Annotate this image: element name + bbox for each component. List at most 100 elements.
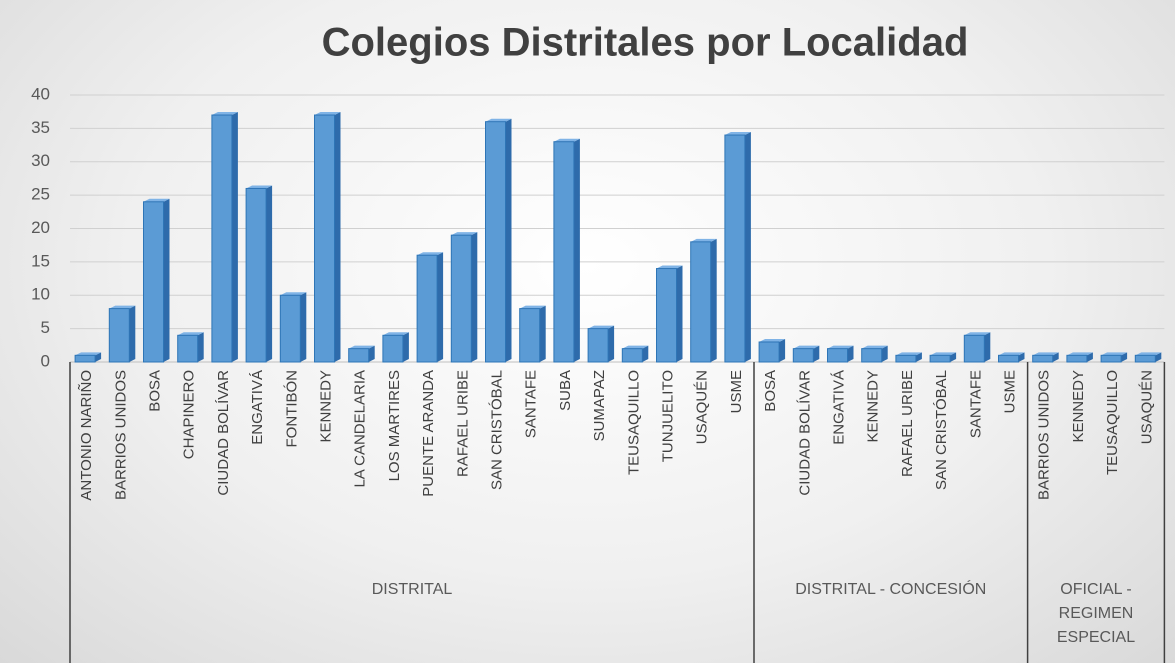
bar-top: [348, 345, 375, 349]
bar-front: [587, 328, 609, 363]
bar-side: [505, 118, 512, 362]
bar-side: [881, 345, 888, 362]
bar: [1134, 352, 1162, 363]
x-tick-label: FONTIBÓN: [283, 370, 300, 448]
bar: [827, 345, 854, 363]
x-tick-label: LOS MARTIRES: [386, 370, 403, 481]
x-tick-label: SUMAPAZ: [591, 370, 608, 441]
bar: [519, 305, 546, 363]
bar-top: [998, 352, 1025, 356]
x-tick-label: ANTONIO NARIÑO: [78, 370, 95, 501]
x-tick-label: TEUSAQUILLO: [625, 370, 642, 475]
bar-front: [1100, 354, 1122, 363]
y-tick-label: 20: [31, 218, 50, 237]
bar-side: [608, 325, 615, 362]
bar-side: [710, 238, 717, 362]
bar-top: [656, 265, 683, 269]
bar-front: [963, 334, 985, 363]
bar-side: [676, 265, 683, 362]
bar-top: [519, 305, 546, 309]
bar-side: [813, 345, 820, 362]
bar-top: [211, 112, 238, 116]
bar-front: [1066, 354, 1088, 363]
bar-side: [334, 112, 341, 363]
bar-side: [1121, 352, 1128, 362]
bar: [724, 132, 751, 363]
bar-side: [231, 112, 238, 363]
bar: [621, 345, 649, 363]
bar-top: [793, 345, 820, 349]
bar: [758, 338, 786, 363]
bar-front: [108, 308, 130, 363]
bar-side: [266, 185, 273, 362]
bar: [895, 352, 922, 363]
bar-front: [758, 341, 780, 363]
y-tick-label: 5: [41, 318, 50, 337]
x-tick-label: BARRIOS UNIDOS: [112, 370, 129, 500]
bar-top: [177, 332, 204, 336]
bar-side: [1155, 352, 1162, 362]
bar-side: [1086, 352, 1093, 362]
bar: [861, 345, 888, 363]
bar-side: [471, 232, 478, 362]
bar: [74, 352, 102, 363]
x-tick-label: USAQUÉN: [694, 370, 711, 444]
bar-top: [1032, 352, 1059, 356]
bar-front: [1134, 354, 1156, 363]
bar-front: [450, 234, 472, 363]
x-tick-label: BOSA: [762, 370, 779, 412]
bar: [211, 112, 238, 363]
x-tick-label: USME: [1001, 370, 1018, 413]
bar: [348, 345, 375, 363]
x-tick-label: CIUDAD BOLÍVAR: [215, 370, 232, 496]
bar-front: [553, 141, 575, 363]
bar-front: [998, 354, 1019, 363]
bar-top: [451, 232, 478, 236]
bar-front: [416, 254, 438, 363]
x-tick-label: TUNJUELITO: [659, 370, 676, 462]
bar-top: [1101, 352, 1128, 356]
bar: [143, 198, 170, 363]
bar-top: [417, 252, 444, 256]
bar-side: [847, 345, 854, 362]
bar-top: [930, 352, 957, 356]
y-tick-label: 15: [31, 251, 50, 270]
x-tick-label: KENNEDY: [1070, 370, 1087, 443]
bar-top: [143, 198, 170, 202]
bar-front: [827, 348, 848, 363]
x-tick-label: LA CANDELARIA: [352, 370, 369, 488]
group-label: DISTRITAL: [371, 581, 453, 598]
bar-top: [724, 132, 751, 136]
bar-front: [314, 114, 335, 363]
bar: [998, 352, 1025, 363]
bar-top: [1066, 352, 1093, 356]
bar: [382, 332, 409, 363]
bar-top: [485, 118, 512, 122]
bar-side: [1018, 352, 1025, 362]
bar-front: [519, 308, 541, 363]
bar-top: [622, 345, 649, 349]
y-tick-label: 30: [31, 151, 50, 170]
bar: [1032, 352, 1059, 363]
x-tick-label: ENGATIVÁ: [830, 370, 847, 445]
bar-front: [656, 268, 677, 363]
bar-top: [690, 238, 717, 242]
x-tick-label: SUBA: [557, 370, 574, 411]
bar-top: [827, 345, 854, 349]
bar-side: [368, 345, 375, 362]
bar: [929, 352, 957, 363]
bar: [656, 265, 683, 363]
bar: [108, 305, 136, 363]
x-tick-label: BARRIOS UNIDOS: [1036, 370, 1053, 500]
x-tick-label: RAFAEL URIBE: [899, 370, 916, 477]
y-tick-label: 40: [31, 84, 50, 103]
bar-side: [129, 305, 136, 362]
y-tick-label: 10: [31, 285, 50, 304]
bar-top: [75, 352, 102, 356]
bar-side: [402, 332, 409, 362]
chart-title: Colegios Distritales por Localidad: [322, 21, 969, 65]
bar-side: [539, 305, 546, 362]
x-tick-label: SANTAFE: [523, 370, 540, 438]
